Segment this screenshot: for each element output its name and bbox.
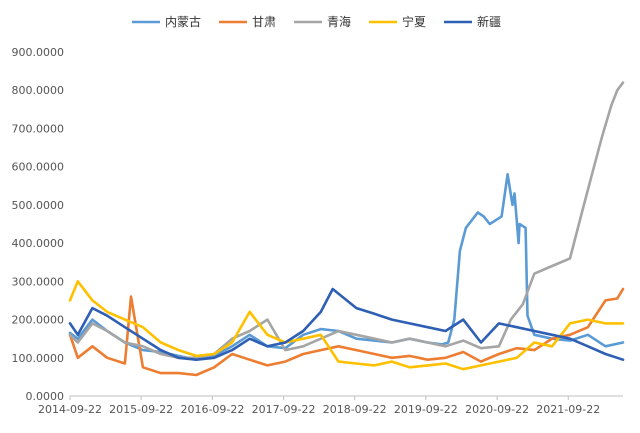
- legend-label: 宁夏: [402, 14, 426, 29]
- legend-label: 内蒙古: [165, 14, 201, 29]
- y-tick-label: 200.0000: [12, 314, 65, 327]
- legend: 内蒙古 甘肃 青海 宁夏 新疆: [132, 14, 501, 29]
- series-line-3: [68, 81, 625, 360]
- y-axis: 0.0000 100.0000 200.0000 300.0000 400.0000 50…: [12, 46, 65, 403]
- x-tick-label: 2020-09-22: [465, 403, 529, 416]
- x-tick-label: 2018-09-22: [323, 403, 387, 416]
- y-tick-label: 0.0000: [26, 390, 65, 403]
- series-line-4: [68, 279, 625, 371]
- x-tick-label: 2017-09-22: [252, 403, 316, 416]
- series-line-2: [68, 287, 625, 377]
- y-tick-label: 900.0000: [12, 46, 65, 59]
- y-tick-label: 400.0000: [12, 237, 65, 250]
- x-tick-label: 2014-09-22: [38, 403, 102, 416]
- x-axis: 2014-09-22 2015-09-22 2016-09-22 2017-09-22…: [38, 396, 600, 416]
- y-tick-label: 700.0000: [12, 122, 65, 135]
- series-lines: [68, 81, 625, 377]
- y-tick-label: 800.0000: [12, 84, 65, 97]
- legend-label: 甘肃: [252, 15, 276, 29]
- x-tick-label: 2016-09-22: [180, 403, 244, 416]
- y-tick-label: 300.0000: [12, 275, 65, 288]
- legend-label: 青海: [327, 14, 351, 29]
- series-line-5: [68, 287, 625, 362]
- x-tick-label: 2021-09-22: [536, 403, 600, 416]
- y-tick-label: 100.0000: [12, 352, 65, 365]
- y-tick-label: 500.0000: [12, 199, 65, 212]
- x-tick-label: 2019-09-22: [394, 403, 458, 416]
- y-tick-label: 600.0000: [12, 161, 65, 174]
- legend-label: 新疆: [477, 14, 501, 29]
- x-tick-label: 2015-09-22: [109, 403, 173, 416]
